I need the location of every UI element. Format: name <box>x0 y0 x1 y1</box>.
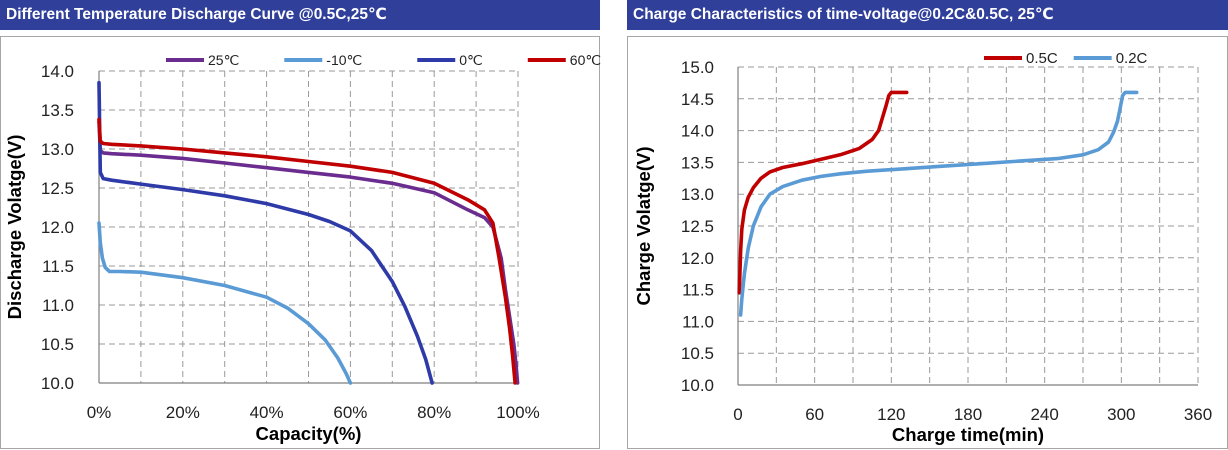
x-tick-label: 80% <box>417 403 451 422</box>
charge-chart-panel: Charge Characteristics of time-voltage@0… <box>627 0 1228 449</box>
charge-chart-frame: 0 60 120 180 240 300 360 10.0 10.5 11.0 11.5 12.0 12… <box>627 36 1228 449</box>
legend-label: 0.5C <box>1026 50 1058 67</box>
series-line-1 <box>97 221 353 385</box>
x-tick-label: 300 <box>1107 405 1135 424</box>
x-tick-label: 0% <box>87 403 112 422</box>
y-tick-label: 12.5 <box>681 217 714 236</box>
legend-label: 0.2C <box>1116 50 1148 67</box>
series-line-2 <box>97 80 434 385</box>
y-tick-label: 10.5 <box>681 344 714 363</box>
y-tick-label: 13.0 <box>41 140 74 159</box>
series-line-1 <box>738 90 1139 317</box>
x-tick-label: 40% <box>250 403 284 422</box>
plot-area <box>737 66 1199 386</box>
y-tick-label: 12.5 <box>41 179 74 198</box>
legend-label: 60℃ <box>570 52 601 68</box>
y-tick-label: 14.0 <box>681 122 714 141</box>
y-tick-label: 11.0 <box>682 312 714 331</box>
discharge-chart-panel: Different Temperature Discharge Curve @0… <box>0 0 601 449</box>
x-tick-label: 180 <box>954 405 982 424</box>
plot-area <box>98 70 519 384</box>
y-tick-label: 10.0 <box>681 376 714 395</box>
discharge-chart-title: Different Temperature Discharge Curve @0… <box>0 0 600 30</box>
x-tick-label: 100% <box>496 403 539 422</box>
x-tick-label: 240 <box>1030 405 1058 424</box>
x-tick-label: 360 <box>1184 405 1212 424</box>
y-tick-label: 11.5 <box>682 281 714 300</box>
y-tick-label: 13.5 <box>41 101 74 120</box>
y-tick-label: 15.0 <box>681 58 714 77</box>
charge-chart-title: Charge Characteristics of time-voltage@0… <box>627 0 1228 30</box>
y-tick-label: 11.5 <box>42 257 74 276</box>
y-axis-title: Discharge Volatge(V) <box>4 135 25 320</box>
legend: 25℃ -10℃ 0℃ 60℃ <box>166 52 601 68</box>
series-line-3 <box>97 117 517 385</box>
x-axis-title: Capacity(%) <box>256 423 362 444</box>
y-tick-label: 10.5 <box>41 335 74 354</box>
legend-label: 0℃ <box>459 52 483 68</box>
legend-label: 25℃ <box>208 52 239 68</box>
discharge-chart: 0% 20% 40% 60% 80% 100% 10.0 10.5 11.0 11.5 12.0 12… <box>4 52 601 444</box>
y-tick-label: 14.5 <box>681 90 714 109</box>
y-tick-label: 13.0 <box>681 185 714 204</box>
y-tick-label: 14.0 <box>41 62 74 81</box>
legend-label: -10℃ <box>326 52 362 68</box>
x-tick-label: 120 <box>877 405 905 424</box>
x-tick-label: 60% <box>333 403 367 422</box>
y-tick-label: 13.5 <box>681 153 714 172</box>
x-axis-title: Charge time(min) <box>892 424 1044 445</box>
discharge-chart-frame: 0% 20% 40% 60% 80% 100% 10.0 10.5 11.0 11.5 12.0 12… <box>0 36 601 449</box>
y-axis-title: Charge Volatge(V) <box>633 147 654 306</box>
y-tick-label: 10.0 <box>41 374 74 393</box>
x-tick-label: 60 <box>805 405 824 424</box>
series-line-0 <box>737 90 909 295</box>
y-tick-label: 12.0 <box>41 218 74 237</box>
legend: 0.5C 0.2C <box>984 50 1148 67</box>
y-tick-label: 12.0 <box>681 249 714 268</box>
y-tick-label: 11.0 <box>42 296 74 315</box>
charge-chart: 0 60 120 180 240 300 360 10.0 10.5 11.0 11.5 12.0 12… <box>633 50 1212 445</box>
x-tick-label: 0 <box>733 405 742 424</box>
x-tick-label: 20% <box>166 403 200 422</box>
